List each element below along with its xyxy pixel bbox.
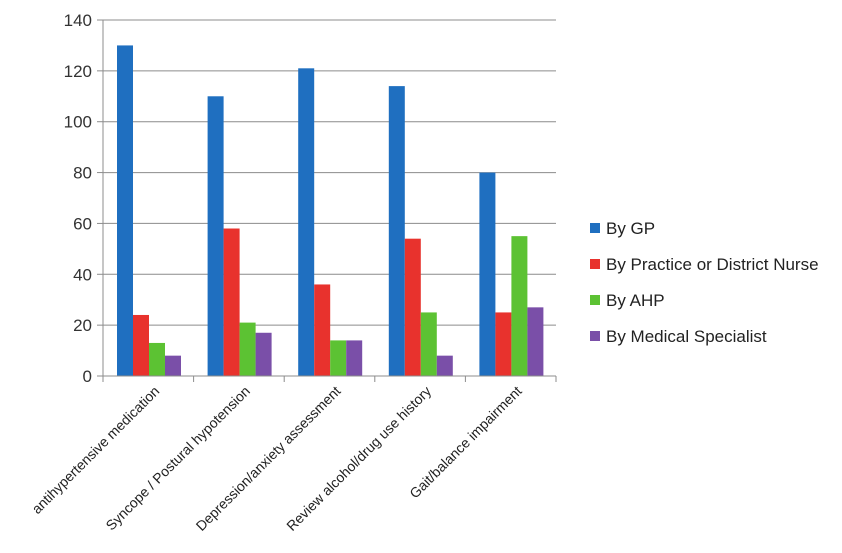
axes — [102, 20, 557, 382]
bar — [298, 68, 315, 377]
legend-swatch — [590, 223, 600, 233]
y-tick-label: 100 — [64, 113, 92, 132]
legend-item: By Medical Specialist — [590, 327, 767, 346]
bar — [165, 355, 181, 376]
legend-label: By AHP — [606, 291, 665, 310]
legend: By GP By Practice or District Nurse By AHP… — [590, 219, 819, 346]
bar — [479, 172, 496, 376]
bar — [330, 340, 347, 376]
bars — [117, 45, 544, 377]
y-axis-tick-labels: 0 20 40 60 80 100 120 140 — [64, 11, 92, 386]
bar — [346, 340, 363, 376]
legend-item: By GP — [590, 219, 655, 238]
x-category-label: Review alcohol/drug use history — [283, 383, 434, 534]
bar — [239, 322, 256, 376]
bar — [420, 312, 437, 376]
gridlines — [97, 19, 556, 377]
bar — [117, 45, 133, 377]
legend-label: By Medical Specialist — [606, 327, 767, 346]
y-tick-label: 60 — [73, 214, 92, 233]
legend-item: By AHP — [590, 291, 665, 310]
y-tick-label: 80 — [73, 164, 92, 183]
legend-label: By GP — [606, 219, 655, 238]
x-category-label: Syncope / Postural hypotension — [102, 383, 253, 534]
bar — [527, 307, 544, 376]
y-tick-label: 40 — [73, 265, 92, 284]
bar — [436, 355, 453, 376]
x-category-label: Depression/anxiety assessment — [193, 383, 344, 534]
legend-swatch — [590, 259, 600, 269]
bar — [388, 86, 405, 376]
legend-swatch — [590, 331, 600, 341]
y-tick-label: 0 — [83, 367, 92, 386]
legend-label: By Practice or District Nurse — [606, 255, 819, 274]
y-tick-label: 20 — [73, 316, 92, 335]
bar — [511, 236, 528, 376]
bar — [255, 332, 272, 376]
bar — [207, 96, 224, 377]
legend-item: By Practice or District Nurse — [590, 255, 819, 274]
y-tick-label: 120 — [64, 62, 92, 81]
bar — [404, 238, 421, 376]
bar — [223, 228, 240, 376]
y-tick-label: 140 — [64, 11, 92, 30]
legend-swatch — [590, 295, 600, 305]
bar — [133, 314, 149, 376]
bar — [495, 312, 512, 376]
bar — [314, 284, 331, 376]
bar — [149, 342, 165, 376]
